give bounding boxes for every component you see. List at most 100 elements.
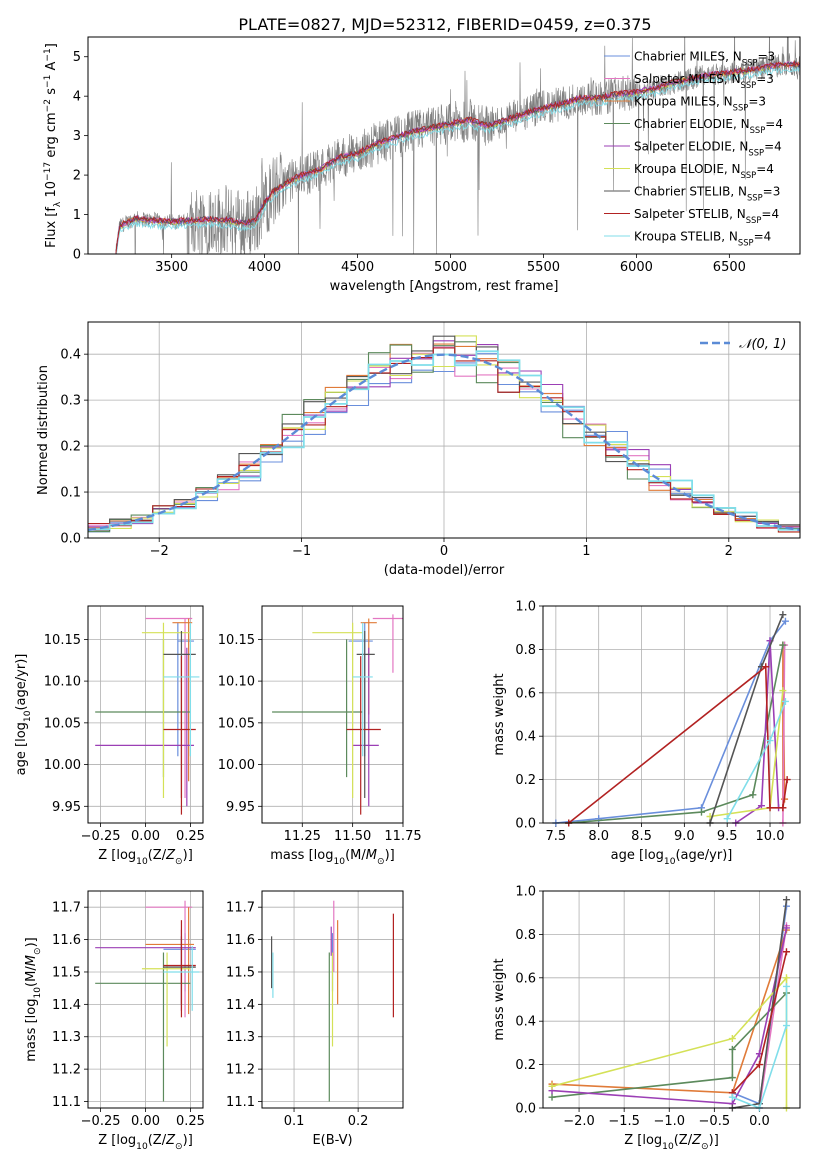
y-tick-label: 11.7 xyxy=(52,901,81,916)
mass-weight-line xyxy=(758,925,788,1108)
massweight-vs-Z-frame xyxy=(542,890,801,1109)
x-tick-label: 11.25 xyxy=(284,829,321,844)
y-tick-label: 10.05 xyxy=(44,716,81,731)
legend-entry: Kroupa MILES, NSSP=3 xyxy=(634,95,766,113)
y-tick-label: 1.0 xyxy=(515,600,536,615)
x-tick-label: −0.25 xyxy=(81,1114,121,1129)
gaussian-curve xyxy=(88,353,800,532)
massweight-vs-age-frame xyxy=(542,605,801,824)
y-tick-label: 0.4 xyxy=(515,1015,536,1030)
y-tick-label: 0.2 xyxy=(515,773,536,788)
y-tick-label: 11.7 xyxy=(226,901,255,916)
mass-weight-marker xyxy=(766,737,774,745)
residuals-ylabel: Normed distribution xyxy=(36,365,51,495)
spectrum-xlabel: wavelength [Angstrom, rest frame] xyxy=(330,279,559,294)
age-vs-Z-xlabel: Z [log10(Z/Z⊙)] xyxy=(98,848,193,867)
mass-weight-marker xyxy=(749,791,757,799)
y-tick-label: 11.6 xyxy=(226,933,255,948)
legend-entry: Chabrier STELIB, NSSP=3 xyxy=(634,185,780,203)
x-tick-label: 0.2 xyxy=(348,1114,369,1129)
y-tick-label: 10.05 xyxy=(218,716,255,731)
legend-entry: Chabrier ELODIE, NSSP=4 xyxy=(634,117,783,135)
age-vs-mass-frame xyxy=(261,605,404,824)
y-tick-label: 11.3 xyxy=(226,1030,255,1045)
y-tick-label: 4 xyxy=(73,90,81,105)
y-tick-label: 10.15 xyxy=(44,633,81,648)
x-tick-label: 0.0 xyxy=(749,1114,770,1129)
mass-vs-ebv-xlabel: E(B-V) xyxy=(312,1133,352,1148)
y-tick-label: 10.10 xyxy=(44,675,81,690)
residuals-frame xyxy=(87,321,801,539)
mass-vs-Z-frame xyxy=(87,890,204,1109)
mass-weight-marker xyxy=(762,663,770,671)
massweight-vs-Z-axes: −2.0 −1.5 −1.0 −0.5 0.0 0.0 0.2 0.4 0.6 0.8 1.0 Z [… xyxy=(515,885,800,1152)
x-tick-label: −1.0 xyxy=(653,1114,685,1129)
massweight-vs-age-axes: 7.5 8.0 8.5 9.0 9.5 10.0 0.0 0.2 0.4 0.6 0.8 1.0 age… xyxy=(515,600,800,867)
mass-weight-line xyxy=(782,645,786,823)
mass-weight-marker xyxy=(781,697,789,705)
y-tick-label: 10.00 xyxy=(218,758,255,773)
x-tick-label: 6000 xyxy=(620,260,653,275)
spectrum-model-line xyxy=(116,66,800,254)
massweight-vs-Z-ylabel: mass weight xyxy=(492,958,507,1040)
x-tick-label: 9.5 xyxy=(717,829,738,844)
legend-entry: Kroupa STELIB, NSSP=4 xyxy=(634,230,771,248)
age-vs-Z-frame xyxy=(87,605,204,824)
y-tick-label: 0.3 xyxy=(60,394,81,409)
y-tick-label: 0.4 xyxy=(515,730,536,745)
spectrum-model-line xyxy=(115,59,800,254)
y-tick-label: 11.1 xyxy=(52,1095,81,1110)
mass-weight-marker xyxy=(728,1045,736,1053)
y-tick-label: 0.4 xyxy=(60,348,81,363)
residual-histogram xyxy=(88,353,800,533)
x-tick-label: 5000 xyxy=(434,260,467,275)
x-tick-label: 4000 xyxy=(248,260,281,275)
y-tick-label: 11.2 xyxy=(226,1063,255,1078)
legend-entry: Salpeter STELIB, NSSP=4 xyxy=(634,207,779,225)
mass-weight-marker xyxy=(766,804,774,812)
age-vs-Z-ylabel: age [log10(age/yr)] xyxy=(14,654,33,776)
spectrum-model-line xyxy=(115,60,800,251)
massweight-vs-age-xlabel: age [log10(age/yr)] xyxy=(611,848,733,867)
y-tick-label: 11.5 xyxy=(52,965,81,980)
mass-weight-marker xyxy=(728,1093,736,1101)
x-tick-label: −2 xyxy=(150,544,169,559)
y-tick-label: 0.0 xyxy=(60,532,81,547)
x-tick-label: 9.0 xyxy=(674,829,695,844)
mass-weight-line xyxy=(551,992,788,1098)
x-tick-label: 6500 xyxy=(713,260,746,275)
y-tick-label: 0.0 xyxy=(515,1102,536,1117)
y-tick-label: 11.2 xyxy=(52,1063,81,1078)
spectrum-frame xyxy=(87,36,801,255)
mass-weight-line xyxy=(735,640,780,823)
x-tick-label: 10.0 xyxy=(756,829,785,844)
mass-weight-marker xyxy=(779,804,787,812)
x-tick-label: 11.75 xyxy=(384,829,421,844)
y-tick-label: 0.2 xyxy=(60,440,81,455)
mass-weight-marker xyxy=(782,982,790,990)
y-tick-label: 0.2 xyxy=(515,1058,536,1073)
x-tick-label: 8.5 xyxy=(631,829,652,844)
x-tick-label: 7.5 xyxy=(546,829,567,844)
y-tick-label: 10.00 xyxy=(44,758,81,773)
mass-weight-marker xyxy=(782,948,790,956)
mass-weight-line xyxy=(568,644,784,823)
spectrum-axes: 3500 4000 4500 5000 5500 6000 6500 0 1 2 3 4 5 wavele… xyxy=(73,37,800,294)
y-tick-label: 11.1 xyxy=(226,1095,255,1110)
mass-weight-marker xyxy=(779,641,787,649)
mass-weight-line xyxy=(551,975,788,1108)
mass-weight-marker xyxy=(782,896,790,904)
y-tick-label: 2 xyxy=(73,169,81,184)
mass-weight-marker xyxy=(782,924,790,932)
mass-vs-ebv-frame xyxy=(261,890,404,1109)
legend-entry: Chabrier MILES, NSSP=3 xyxy=(634,50,775,68)
age-vs-mass-axes: 11.25 11.50 11.75 9.95 10.00 10.05 10.10 10.15 m… xyxy=(218,606,422,867)
y-tick-label: 11.5 xyxy=(226,965,255,980)
mass-vs-Z-axes: −0.25 0.00 0.25 11.1 11.2 11.3 11.4 11.5 11.6 11.… xyxy=(52,891,205,1152)
y-tick-label: 0.6 xyxy=(515,971,536,986)
mass-weight-marker xyxy=(779,687,787,695)
mass-vs-Z-ylabel: mass [log10(M/M⊙)] xyxy=(24,937,43,1061)
x-tick-label: 0.1 xyxy=(284,1114,305,1129)
mass-weight-line xyxy=(732,986,788,1108)
